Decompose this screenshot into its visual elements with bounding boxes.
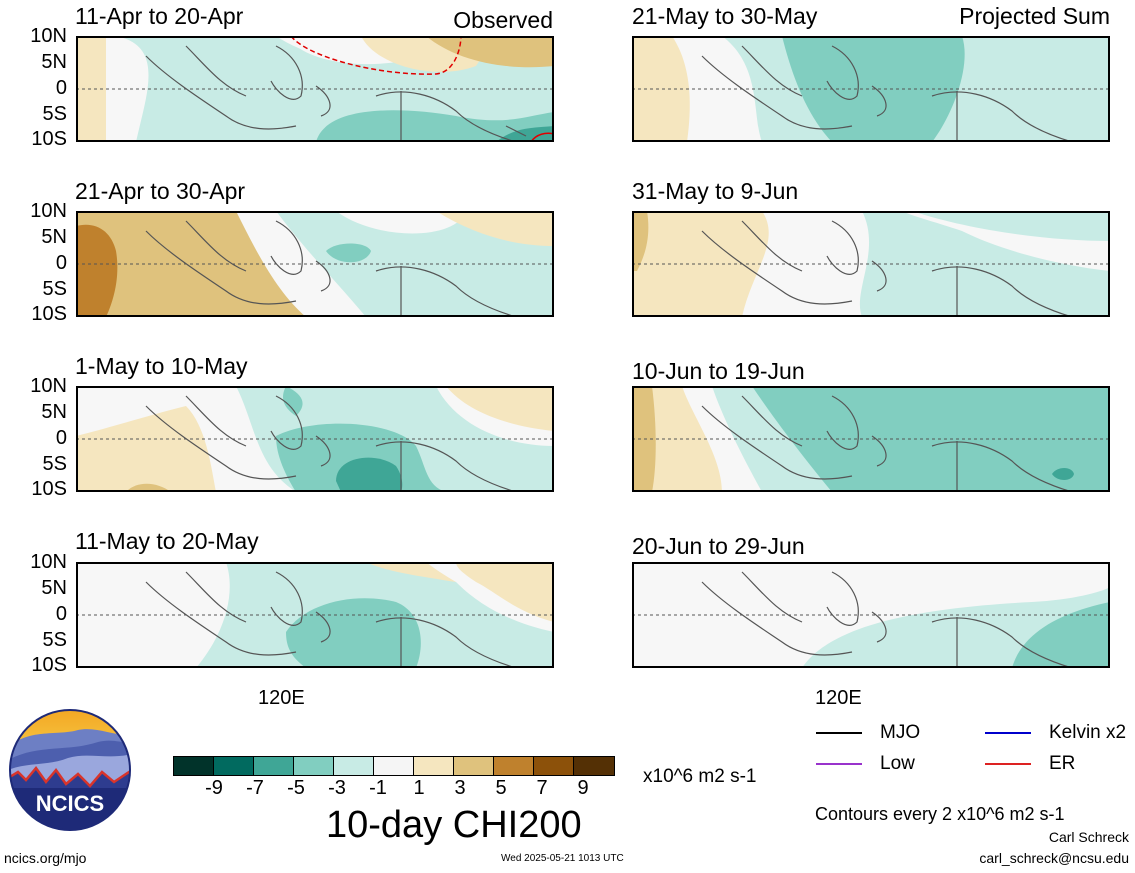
lat-tick: 10N [30,200,67,222]
lat-tick: 0 [55,603,67,625]
lon-label-right: 120E [815,687,862,709]
colorbar-swatch [374,757,414,775]
colorbar-tick-label: 1 [413,777,425,799]
map-obs-3 [76,386,554,492]
lat-tick: 10S [31,128,67,150]
lat-tick: 10N [30,375,67,397]
lat-tick: 5N [41,226,67,248]
lat-tick: 10S [31,303,67,325]
colorbar-tick-label: -7 [246,777,264,799]
legend-line-low [816,763,862,765]
colorbar-swatch [254,757,294,775]
panel-title-proj-3: 10-Jun to 19-Jun [632,358,805,384]
colorbar-tick-label: 5 [495,777,507,799]
colorbar-swatch [574,757,614,775]
legend-label-kelvin: Kelvin x2 [1049,722,1127,743]
legend-label-mjo: MJO [880,722,921,743]
legend-line-mjo [816,732,862,734]
legend-label-er: ER [1049,753,1076,774]
colorbar-tick-label: 9 [577,777,589,799]
legend-item-er: ER [985,753,1075,775]
colorbar-tick-label: -5 [287,777,305,799]
lat-tick: 5S [42,103,67,125]
legend-item-kelvin: Kelvin x2 [985,722,1126,744]
legend-label-low: Low [880,753,915,774]
map-obs-1 [76,36,554,142]
colorbar-tick-label: -1 [369,777,387,799]
legend-item-mjo: MJO [816,722,920,744]
colorbar-swatch [454,757,494,775]
lat-tick: 5N [41,51,67,73]
colorbar-swatch [174,757,214,775]
lat-tick: 0 [55,77,67,99]
lat-tick: 5S [42,629,67,651]
lat-tick: 10S [31,478,67,500]
colorbar-tick-label: -3 [328,777,346,799]
map-obs-2 [76,211,554,317]
lat-tick: 5N [41,577,67,599]
projected-sum-label: Projected Sum [959,3,1110,29]
ncics-logo: NCICS [8,708,132,832]
colorbar-tick-label: -9 [205,777,223,799]
lat-tick: 0 [55,252,67,274]
lat-tick: 10N [30,551,67,573]
colorbar-swatch [494,757,534,775]
chart-title: 10-day CHI200 [326,804,582,846]
lon-label-left: 120E [258,687,305,709]
footer-email: carl_schreck@ncsu.edu [979,850,1129,866]
map-obs-4 [76,562,554,668]
lat-tick: 10N [30,25,67,47]
map-proj-1 [632,36,1110,142]
panel-title-obs-1: 11-Apr to 20-Apr [75,3,244,29]
legend-line-er [985,763,1031,765]
contour-note: Contours every 2 x10^6 m2 s-1 [815,804,1065,824]
panel-title-obs-4: 11-May to 20-May [75,528,259,554]
panel-title-obs-2: 21-Apr to 30-Apr [75,178,246,204]
footer-author: Carl Schreck [1048,829,1129,845]
colorbar-swatch [414,757,454,775]
panel-title-proj-2: 31-May to 9-Jun [632,178,799,204]
map-proj-3 [632,386,1110,492]
map-proj-4 [632,562,1110,668]
legend-line-kelvin [985,732,1031,734]
lat-tick: 10S [31,654,67,676]
observed-label: Observed [453,7,553,33]
ncics-logo-text: NCICS [36,791,104,816]
colorbar-swatch [294,757,334,775]
colorbar-swatch [334,757,374,775]
lat-tick: 5S [42,453,67,475]
colorbar [173,756,615,776]
panel-title-proj-4: 20-Jun to 29-Jun [632,533,805,559]
colorbar-swatch [534,757,574,775]
colorbar-units: x10^6 m2 s-1 [643,766,757,787]
lat-tick: 5S [42,278,67,300]
lat-tick: 0 [55,427,67,449]
footer-site: ncics.org/mjo [4,850,87,866]
colorbar-tick-label: 7 [536,777,548,799]
map-proj-2 [632,211,1110,317]
colorbar-swatch [214,757,254,775]
panel-title-obs-3: 1-May to 10-May [75,353,248,379]
lat-tick: 5N [41,401,67,423]
footer-timestamp: Wed 2025-05-21 1013 UTC [501,853,624,864]
legend-item-low: Low [816,753,915,775]
colorbar-tick-label: 3 [454,777,466,799]
panel-title-proj-1: 21-May to 30-May [632,3,818,29]
